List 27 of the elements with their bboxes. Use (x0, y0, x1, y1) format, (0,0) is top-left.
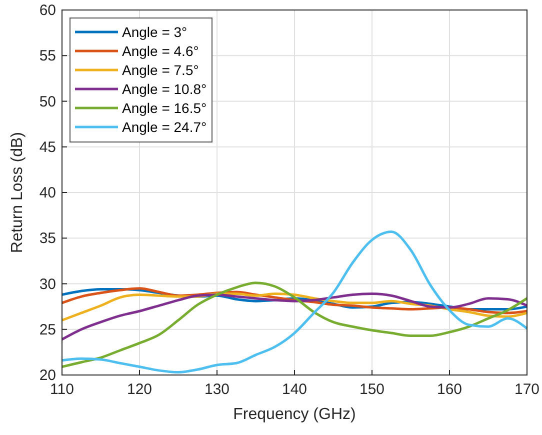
y-tick-label: 55 (39, 48, 56, 65)
line-series (60, 230, 528, 374)
x-axis-title: Frequency (GHz) (233, 406, 356, 423)
y-tick-label: 30 (39, 276, 56, 293)
y-tick-label: 60 (39, 2, 56, 19)
legend-label: Angle = 4.6° (122, 43, 199, 59)
x-tick-label: 160 (436, 381, 462, 398)
x-tick-label: 130 (204, 381, 230, 398)
y-tick-label: 25 (39, 321, 56, 338)
legend-label: Angle = 10.8° (122, 81, 207, 97)
y-tick-label: 45 (39, 138, 56, 156)
x-tick-label: 150 (359, 381, 385, 398)
y-axis-title: Return Loss (dB) (9, 132, 26, 253)
legend-label: Angle = 3° (122, 24, 188, 40)
legend-label: Angle = 16.5° (122, 100, 207, 116)
y-tick-label: 20 (39, 367, 56, 384)
x-tick-label: 120 (126, 381, 152, 398)
x-tick-label: 140 (282, 381, 308, 398)
y-tick-label: 35 (39, 230, 56, 248)
x-tick-label: 110 (50, 381, 74, 398)
y-tick-label: 40 (39, 184, 56, 202)
x-tick-label: 170 (514, 381, 540, 398)
line-series (60, 282, 528, 368)
y-tick-label: 50 (39, 93, 56, 110)
legend-label: Angle = 7.5° (122, 62, 199, 78)
legend-label: Angle = 24.7° (122, 119, 207, 135)
line-series (60, 292, 528, 341)
